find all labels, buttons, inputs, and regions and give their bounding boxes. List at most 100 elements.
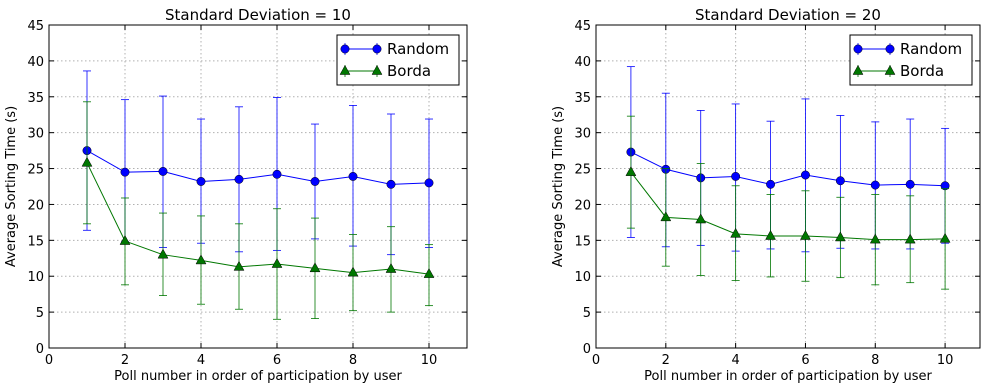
series-line <box>630 171 946 241</box>
y-tick-label: 40 <box>27 55 44 70</box>
data-point <box>120 167 130 177</box>
x-axis-label: Poll number in order of participation by… <box>644 369 932 384</box>
series-borda <box>81 101 435 320</box>
data-point <box>310 177 320 186</box>
legend-marker <box>884 64 896 75</box>
y-tick-label: 5 <box>36 306 44 321</box>
data-point <box>348 172 358 181</box>
data-point <box>157 248 169 259</box>
data-point <box>424 178 434 188</box>
x-axis-label: Poll number in order of participation by… <box>114 369 402 384</box>
x-tick-label: 0 <box>592 353 600 368</box>
y-tick-label: 40 <box>574 55 591 70</box>
legend-box <box>849 34 973 86</box>
y-tick-label: 35 <box>574 91 591 106</box>
data-point <box>766 179 775 189</box>
data-point <box>158 166 168 176</box>
y-tick-label: 0 <box>583 342 591 357</box>
data-point <box>870 180 880 190</box>
y-tick-label: 20 <box>574 198 591 213</box>
legend-marker <box>885 44 895 54</box>
data-point <box>835 176 845 186</box>
data-point <box>625 166 637 176</box>
chart-title: Standard Deviation = 10 <box>165 6 351 24</box>
data-point <box>800 230 811 240</box>
data-point <box>386 179 396 189</box>
x-tick-label: 6 <box>273 353 281 368</box>
legend: Random Borda <box>336 34 460 86</box>
y-axis-label: Average Sorting Time (s) <box>551 106 566 267</box>
legend-label: Borda <box>900 62 944 80</box>
x-tick-label: 2 <box>121 353 129 368</box>
data-point <box>385 263 397 273</box>
data-point <box>309 262 321 273</box>
data-point <box>869 233 881 244</box>
data-point <box>695 213 707 224</box>
y-tick-label: 25 <box>574 163 591 178</box>
legend: Random Borda <box>849 34 973 86</box>
legend-marker <box>853 44 863 54</box>
chart-right: 0 2 4 6 8 10 0 5 10 15 20 25 30 35 40 45 Standard Deviat… <box>551 6 981 384</box>
data-point <box>834 231 846 242</box>
data-point <box>119 235 131 245</box>
y-tick-label: 45 <box>27 19 44 34</box>
data-point <box>347 266 359 277</box>
y-tick-label: 5 <box>583 306 591 321</box>
data-point <box>801 170 810 180</box>
series-random <box>626 66 950 253</box>
data-point <box>905 179 915 189</box>
data-point <box>731 172 741 181</box>
y-tick-label: 15 <box>574 234 591 249</box>
data-point <box>730 227 742 238</box>
x-tick-label: 2 <box>662 353 670 368</box>
data-point <box>660 211 672 222</box>
series-line <box>630 151 946 187</box>
legend-marker <box>372 44 382 54</box>
data-point <box>196 177 206 186</box>
data-point <box>904 233 916 244</box>
data-point <box>272 169 282 179</box>
x-tick-label: 10 <box>937 353 954 368</box>
data-point <box>271 258 283 268</box>
data-point <box>939 232 951 243</box>
chart-left: 0 2 4 6 8 10 0 5 10 15 20 25 30 35 40 45 Standard Deviat… <box>4 6 468 384</box>
y-tick-label: 30 <box>574 127 591 142</box>
x-tick-label: 6 <box>801 353 809 368</box>
data-point <box>233 260 245 271</box>
y-tick-label: 25 <box>27 163 44 178</box>
data-point <box>423 268 435 278</box>
legend-label: Borda <box>387 62 431 80</box>
y-tick-label: 15 <box>27 234 44 249</box>
axes-frame <box>595 24 981 349</box>
y-tick-label: 30 <box>27 127 44 142</box>
x-tick-label: 0 <box>45 353 53 368</box>
x-tick-label: 8 <box>871 353 879 368</box>
y-tick-label: 35 <box>27 91 44 106</box>
x-tick-label: 8 <box>349 353 357 368</box>
legend-marker <box>371 64 383 75</box>
legend-marker <box>339 64 351 75</box>
series-borda <box>625 115 951 290</box>
y-axis-label: Average Sorting Time (s) <box>4 106 19 267</box>
legend-marker <box>340 44 350 54</box>
data-point <box>765 230 776 240</box>
series-line <box>86 150 430 185</box>
y-tick-label: 20 <box>27 198 44 213</box>
legend-box <box>336 34 460 86</box>
chart-title: Standard Deviation = 20 <box>695 6 881 24</box>
x-tick-label: 4 <box>197 353 205 368</box>
series-random <box>82 70 434 256</box>
x-tick-label: 4 <box>731 353 739 368</box>
y-tick-label: 0 <box>36 342 44 357</box>
legend-label: Random <box>387 40 449 58</box>
y-tick-label: 10 <box>574 270 591 285</box>
legend-marker <box>852 64 864 75</box>
y-tick-label: 10 <box>27 270 44 285</box>
x-tick-label: 10 <box>421 353 438 368</box>
data-point <box>81 156 93 167</box>
data-point <box>234 174 244 184</box>
data-point <box>195 254 207 265</box>
legend-label: Random <box>900 40 962 58</box>
axes-frame <box>48 24 468 349</box>
